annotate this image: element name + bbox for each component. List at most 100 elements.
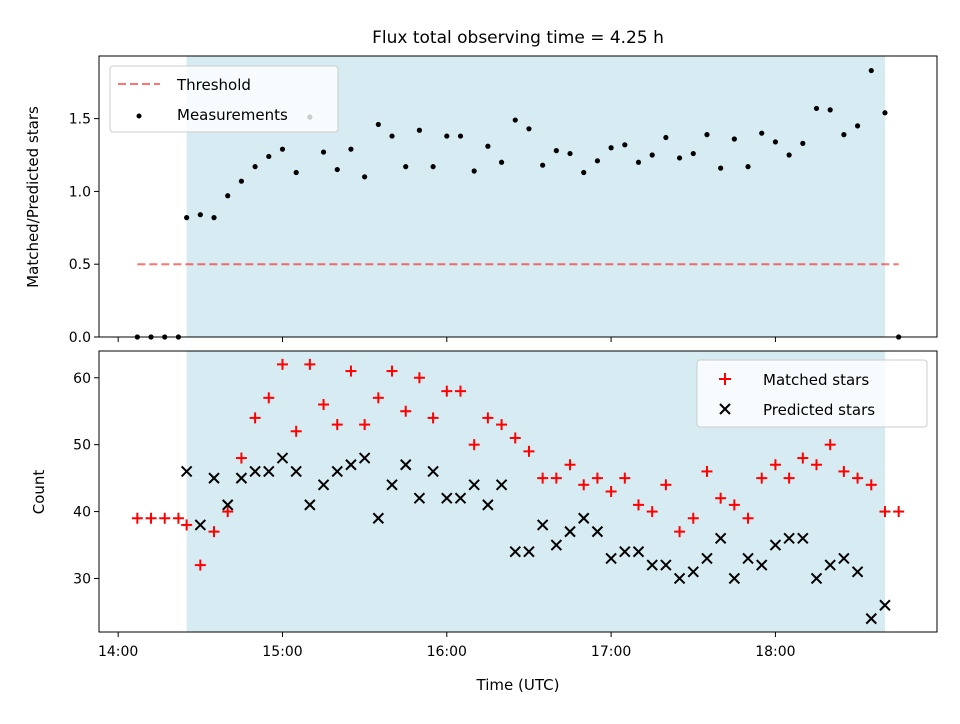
- matched-star-point: [660, 479, 672, 491]
- matched-star-point: [400, 405, 412, 417]
- matched-star-point: [674, 526, 686, 538]
- x-tick-label: 14:00: [98, 644, 138, 660]
- measurement-point: [827, 107, 833, 113]
- predicted-star-point: [249, 465, 261, 478]
- measurement-point: [266, 153, 272, 160]
- predicted-star-point: [810, 572, 823, 585]
- matched-star-point: [413, 372, 425, 384]
- predicted-star-point: [742, 552, 754, 565]
- predicted-star-point: [482, 499, 494, 511]
- legend-matched-swatch: [719, 373, 731, 385]
- measurement-point: [197, 212, 203, 218]
- predicted-star-point: [345, 459, 357, 471]
- measurement-point: [526, 126, 532, 132]
- measurement-point: [498, 159, 505, 165]
- predicted-star-point: [564, 525, 576, 538]
- predicted-star-point: [605, 552, 617, 565]
- measurement-point: [540, 162, 546, 168]
- measurement-point: [854, 123, 861, 129]
- measurement-point: [649, 152, 655, 158]
- predicted-star-point: [550, 539, 563, 551]
- top-legend: Threshold Measurements: [109, 65, 339, 133]
- predicted-star-point: [194, 519, 207, 531]
- predicted-star-point: [180, 465, 193, 478]
- measurement-point: [635, 159, 642, 165]
- measurement-point: [813, 105, 820, 112]
- measurement-point: [225, 193, 231, 199]
- measurement-point: [485, 143, 491, 149]
- measurement-point: [594, 158, 601, 164]
- predicted-star-point: [632, 546, 645, 558]
- predicted-star-point: [441, 492, 453, 504]
- bottom-legend-box: [696, 359, 928, 428]
- top-y-tick-label: 1.5: [69, 112, 91, 128]
- legend-matched-label: Matched stars: [763, 371, 869, 389]
- matched-stars-points: [131, 358, 905, 571]
- predicted-star-point: [400, 459, 412, 471]
- predicted-star-point: [536, 519, 549, 531]
- ratio-panel: 0.0 0.5 1.0 1.5 Matched/Predicted stars Thr…: [24, 55, 938, 346]
- legend-measurements-label: Measurements: [177, 106, 288, 124]
- measurement-point: [362, 174, 368, 180]
- matched-star-point: [838, 465, 850, 477]
- matched-star-point: [172, 512, 184, 524]
- measurement-point: [567, 150, 573, 157]
- predicted-star-point: [578, 512, 590, 524]
- x-tick-label: 16:00: [427, 644, 467, 660]
- measurement-point: [416, 127, 423, 133]
- top-y-tick-label: 1.0: [69, 184, 91, 200]
- matched-star-point: [441, 385, 453, 397]
- matched-star-point: [797, 452, 809, 464]
- predicted-star-point: [358, 452, 371, 464]
- matched-star-point: [550, 472, 562, 484]
- predicted-star-point: [646, 559, 658, 571]
- matched-star-point: [824, 439, 836, 451]
- measurement-point: [800, 140, 806, 146]
- matched-star-point: [496, 419, 508, 431]
- matched-star-point: [715, 492, 727, 504]
- predicted-star-point: [865, 612, 877, 625]
- measurement-point: [663, 134, 669, 141]
- measurement-point: [690, 150, 696, 157]
- bottom-y-ticks: 30 40 50 60: [73, 371, 99, 587]
- matched-star-point: [578, 479, 590, 491]
- measurement-point: [389, 133, 395, 139]
- measurement-point: [718, 165, 724, 171]
- measurement-point: [868, 67, 874, 74]
- matched-star-point: [208, 526, 220, 538]
- measurement-point: [786, 152, 792, 158]
- matched-star-point: [345, 365, 357, 377]
- measurement-point: [184, 215, 190, 221]
- matched-star-point: [605, 486, 617, 497]
- predicted-star-point: [797, 532, 809, 545]
- predicted-star-point: [427, 465, 439, 478]
- matched-star-point: [537, 472, 549, 484]
- matched-star-point: [523, 445, 535, 457]
- chart-title: Flux total observing time = 4.25 h: [372, 28, 664, 48]
- matched-star-point: [235, 452, 247, 464]
- bottom-axes-frame: [98, 350, 938, 633]
- matched-star-point: [619, 472, 631, 484]
- predicted-star-point: [619, 546, 631, 558]
- top-y-axis-label: Matched/Predicted stars: [24, 106, 42, 288]
- x-tick-label: 18:00: [755, 644, 795, 660]
- matched-star-point: [687, 512, 699, 524]
- matched-star-point: [893, 506, 905, 518]
- predicted-star-point: [824, 559, 836, 571]
- matched-star-point: [304, 358, 316, 370]
- measurement-point: [841, 132, 847, 138]
- predicted-star-point: [290, 465, 302, 478]
- matched-star-point: [879, 506, 891, 518]
- bottom-y-tick-label: 30: [73, 571, 91, 587]
- matched-star-point: [427, 412, 439, 424]
- top-x-ticks: [117, 337, 776, 342]
- predicted-star-point: [687, 566, 699, 578]
- matched-star-point: [331, 419, 343, 431]
- measurement-point: [772, 139, 779, 145]
- predicted-star-point: [714, 532, 727, 545]
- predicted-star-point: [331, 465, 343, 478]
- measurement-point: [471, 168, 477, 174]
- predicted-star-point: [304, 499, 316, 511]
- measurement-point: [403, 164, 409, 170]
